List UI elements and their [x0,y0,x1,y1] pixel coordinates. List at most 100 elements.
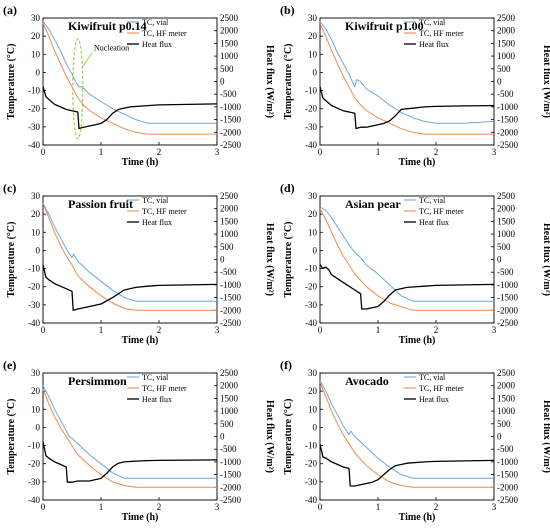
y-tick-label: 10 [308,227,318,237]
y2-axis-label: Heat flux (W/m²) [264,400,275,473]
y2-tick-label: -1000 [497,457,518,467]
legend-label-heat-flux: Heat flux [142,395,172,404]
legend-label-tc-vial: TC, vial [419,196,446,205]
x-tick-label: 1 [376,325,381,335]
y2-tick-label: -1500 [220,293,241,303]
y2-tick-label: 500 [220,242,234,252]
panel-title: Avocado [345,374,389,388]
nucleation-label: Nucleation [94,44,129,53]
y-axis-label: Temperature (°C) [6,222,17,298]
panel-title: Passion fruit [68,197,133,211]
x-tick-label: 0 [41,502,46,512]
legend-label-heat-flux: Heat flux [142,218,172,227]
y2-tick-label: 0 [497,432,502,442]
y2-tick-label: 2000 [220,26,239,36]
y2-tick-label: -2500 [497,140,518,150]
y-tick-label: 0 [313,422,318,432]
x-tick-label: 3 [492,325,497,335]
y2-tick-label: -500 [497,89,514,99]
y2-tick-label: 500 [497,242,511,252]
legend-label-tc-vial: TC, vial [142,196,169,205]
y-tick-label: -30 [305,300,317,310]
nucleation-leader [82,52,93,68]
x-tick-label: 2 [434,502,439,512]
y-tick-label: -20 [28,282,40,292]
chart-panel: 3020100-10-20-30-4025002000150010005000-… [280,181,550,346]
x-tick-label: 3 [492,502,497,512]
legend-label-heat-flux: Heat flux [419,218,449,227]
y2-tick-label: 2000 [220,204,239,214]
series-line-heat-flux [42,264,218,311]
y2-tick-label: -1000 [220,102,241,112]
y2-tick-label: 500 [220,64,234,74]
y-tick-label: 30 [31,368,41,378]
y2-tick-label: 0 [220,255,225,265]
panel-title: Persimmon [68,374,127,388]
x-axis-label: Time (h) [122,512,159,523]
y-tick-label: -30 [28,300,40,310]
panel-label: (b) [280,3,295,17]
x-axis-label: Time (h) [399,335,436,346]
y2-axis-label: Heat flux (W/m²) [541,223,550,296]
y2-axis-label: Heat flux (W/m²) [541,45,550,118]
y2-tick-label: -500 [497,267,514,277]
y2-tick-label: -2500 [497,495,518,505]
panel-title: Kiwifruit p0.14 [68,19,147,33]
y2-tick-label: 1500 [497,216,516,226]
x-tick-label: 3 [492,147,497,157]
legend-label-tc-hf-meter: TC, HF meter [142,384,187,393]
y-tick-label: 10 [31,49,41,59]
y2-tick-label: -500 [220,267,237,277]
legend-label-tc-hf-meter: TC, HF meter [419,207,464,216]
panel-label: (f) [280,358,292,372]
y2-axis-label: Heat flux (W/m²) [264,45,275,118]
x-tick-label: 2 [157,147,162,157]
y-tick-label: -10 [28,264,40,274]
y-tick-label: -20 [305,282,317,292]
series-line-tc-vial [319,380,494,479]
y-tick-label: 30 [31,191,41,201]
chart-panel: 3020100-10-20-30-4025002000150010005000-… [3,358,275,523]
y2-tick-label: -1500 [220,115,241,125]
y-tick-label: 10 [31,404,41,414]
y2-tick-label: 1500 [220,38,239,48]
y-tick-label: 10 [31,227,41,237]
y-tick-label: 20 [308,209,318,219]
y-tick-label: 20 [308,386,318,396]
series-line-tc-vial [42,203,217,302]
y2-axis-label: Heat flux (W/m²) [264,223,275,296]
y-tick-label: -40 [28,318,40,328]
legend-label-heat-flux: Heat flux [419,40,449,49]
y-tick-label: 10 [308,404,318,414]
y2-tick-label: -2000 [497,127,518,137]
x-tick-label: 1 [99,325,104,335]
series-line-heat-flux [42,441,218,483]
y2-tick-label: 0 [497,255,502,265]
y2-tick-label: -1000 [497,280,518,290]
y-tick-label: -40 [28,140,40,150]
y2-tick-label: 500 [497,64,511,74]
legend-label-tc-vial: TC, vial [419,18,446,27]
y-tick-label: -40 [305,140,317,150]
x-tick-label: 1 [376,147,381,157]
y2-tick-label: -500 [497,444,514,454]
legend-label-tc-hf-meter: TC, HF meter [419,29,464,38]
series-line-tc-hf-meter [42,23,217,135]
y-tick-label: -20 [305,459,317,469]
y2-tick-label: -2000 [220,127,241,137]
x-tick-label: 2 [157,325,162,335]
y2-tick-label: 2000 [497,381,516,391]
y-tick-label: -10 [305,264,317,274]
y-tick-label: -40 [28,495,40,505]
series-line-tc-vial [319,206,494,302]
series-line-heat-flux [319,264,495,310]
chart-panel: 3020100-10-20-30-4025002000150010005000-… [3,181,275,346]
y-tick-label: 20 [308,31,318,41]
legend-label-heat-flux: Heat flux [419,395,449,404]
y-axis-label: Temperature (°C) [283,44,294,120]
x-tick-label: 2 [434,147,439,157]
x-tick-label: 0 [318,147,323,157]
panel-title: Asian pear [345,197,401,211]
legend-label-tc-hf-meter: TC, HF meter [419,384,464,393]
legend-label-tc-hf-meter: TC, HF meter [142,29,187,38]
